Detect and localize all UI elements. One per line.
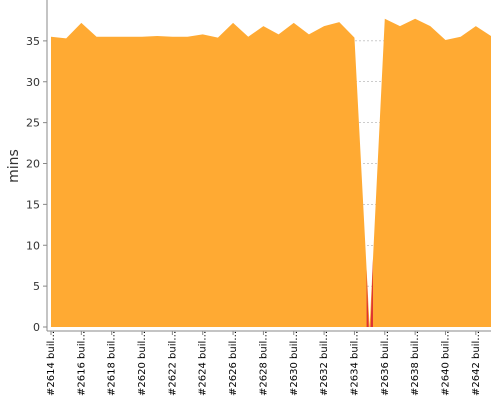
axis-layer xyxy=(46,0,491,332)
x-tick-label: #2628 buil… xyxy=(258,331,269,396)
x-tick-label: #2632 buil… xyxy=(319,331,330,396)
y-tick-label: 15 xyxy=(26,198,40,211)
x-tick-labels: #2614 buil… #2616 buil… #2618 buil… #2620 b… xyxy=(46,331,482,396)
failed-region-left-0 xyxy=(366,269,369,327)
y-tick-label: 35 xyxy=(26,35,40,48)
x-tick-label: #2618 buil… xyxy=(107,331,118,396)
x-tick-label: #2622 buil… xyxy=(167,331,178,396)
y-tick-label: 25 xyxy=(26,117,40,130)
y-tick-label: 5 xyxy=(33,280,40,293)
y-tick-label: 10 xyxy=(26,239,40,252)
y-tick-label: 20 xyxy=(26,158,40,171)
x-tick-label: #2640 buil… xyxy=(440,331,451,396)
x-tick-label: #2620 buil… xyxy=(137,331,148,396)
y-axis-label: mins xyxy=(6,149,22,183)
x-tick-label: #2614 buil… xyxy=(46,331,57,396)
y-tick-labels: 0 5 10 15 20 25 30 35 xyxy=(26,35,47,334)
x-tick-label: #2624 buil… xyxy=(198,331,209,396)
x-tick-label: #2634 buil… xyxy=(349,331,360,396)
x-tick-label: #2626 buil… xyxy=(228,331,239,396)
duration-area xyxy=(51,18,491,328)
y-tick-label: 0 xyxy=(33,321,40,334)
x-tick-label: #2642 buil… xyxy=(471,331,482,396)
x-tick-label: #2636 buil… xyxy=(380,331,391,396)
x-tick-label: #2630 buil… xyxy=(289,331,300,396)
area-layer xyxy=(51,18,491,328)
y-tick-label: 30 xyxy=(26,76,40,89)
failed-region-right-0 xyxy=(370,259,373,327)
x-tick-label: #2616 buil… xyxy=(76,331,87,396)
x-tick-label: #2638 buil… xyxy=(410,331,421,396)
